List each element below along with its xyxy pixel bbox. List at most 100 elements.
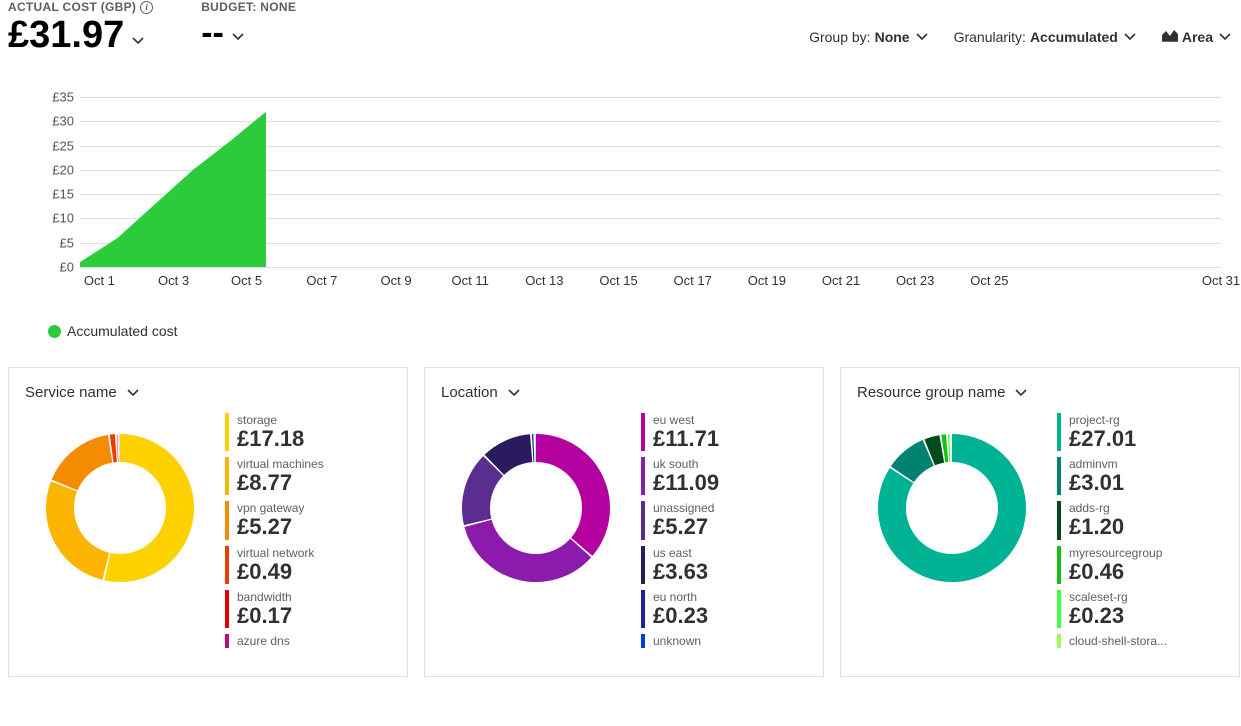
breakdown-card: Service namestorage£17.18virtual machine… <box>8 367 408 677</box>
x-axis-tick: Oct 21 <box>822 273 860 288</box>
legend-label: Accumulated cost <box>67 323 178 339</box>
item-label: eu north <box>653 590 708 604</box>
group-by-label: Group by: <box>809 29 870 45</box>
x-axis-tick: Oct 13 <box>525 273 563 288</box>
color-swatch <box>641 634 645 648</box>
breakdown-item[interactable]: eu north£0.23 <box>641 590 807 634</box>
y-axis-tick: £0 <box>60 260 80 275</box>
card-title-dropdown[interactable]: Service name <box>25 384 391 401</box>
color-swatch <box>225 634 229 648</box>
item-label: myresourcegroup <box>1069 546 1162 560</box>
breakdown-item[interactable]: azure dns <box>225 634 391 654</box>
y-axis-tick: £20 <box>52 162 80 177</box>
chart-type-dropdown[interactable]: Area <box>1162 28 1233 45</box>
granularity-label: Granularity: <box>954 29 1026 45</box>
x-axis-tick: Oct 9 <box>381 273 412 288</box>
item-value: £3.01 <box>1069 471 1124 495</box>
card-title: Service name <box>25 384 117 401</box>
item-label: virtual machines <box>237 457 324 471</box>
area-chart-icon <box>1162 28 1178 45</box>
chevron-down-icon <box>914 29 930 45</box>
item-label: eu west <box>653 413 719 427</box>
breakdown-item[interactable]: adds-rg£1.20 <box>1057 501 1223 545</box>
granularity-value: Accumulated <box>1030 29 1118 45</box>
breakdown-item[interactable]: myresourcegroup£0.46 <box>1057 546 1223 590</box>
breakdown-item[interactable]: vpn gateway£5.27 <box>225 501 391 545</box>
x-axis-tick: Oct 19 <box>748 273 786 288</box>
item-value: £0.17 <box>237 604 292 628</box>
chevron-down-icon <box>125 385 141 401</box>
breakdown-item[interactable]: eu west£11.71 <box>641 413 807 457</box>
color-swatch <box>1057 457 1061 495</box>
x-axis-tick: Oct 7 <box>306 273 337 288</box>
item-label: unknown <box>653 634 701 648</box>
y-axis-tick: £25 <box>52 138 80 153</box>
actual-cost-value: £31.97 <box>8 14 124 57</box>
item-value: £27.01 <box>1069 427 1136 451</box>
item-value: £17.18 <box>237 427 304 451</box>
breakdown-item[interactable]: adminvm£3.01 <box>1057 457 1223 501</box>
breakdown-item[interactable]: project-rg£27.01 <box>1057 413 1223 457</box>
actual-cost-chevron-icon[interactable] <box>130 33 146 49</box>
color-swatch <box>1057 634 1061 648</box>
breakdown-item[interactable]: unknown <box>641 634 807 654</box>
x-axis-tick: Oct 3 <box>158 273 189 288</box>
item-label: vpn gateway <box>237 501 304 515</box>
granularity-dropdown[interactable]: Granularity: Accumulated <box>954 29 1138 45</box>
breakdown-item[interactable]: unassigned£5.27 <box>641 501 807 545</box>
color-swatch <box>225 590 229 628</box>
y-axis-tick: £30 <box>52 114 80 129</box>
donut-chart <box>25 413 215 654</box>
item-label: adminvm <box>1069 457 1124 471</box>
y-axis-tick: £10 <box>52 211 80 226</box>
color-swatch <box>641 457 645 495</box>
color-swatch <box>225 457 229 495</box>
item-value: £8.77 <box>237 471 324 495</box>
info-icon[interactable]: i <box>140 1 153 14</box>
breakdown-item[interactable]: cloud-shell-stora... <box>1057 634 1223 654</box>
chart-type-value: Area <box>1182 29 1213 45</box>
x-axis-tick: Oct 17 <box>674 273 712 288</box>
item-label: unassigned <box>653 501 714 515</box>
color-swatch <box>1057 590 1061 628</box>
x-axis-tick: Oct 23 <box>896 273 934 288</box>
item-value: £1.20 <box>1069 515 1124 539</box>
item-label: us east <box>653 546 708 560</box>
breakdown-item[interactable]: storage£17.18 <box>225 413 391 457</box>
item-value: £11.09 <box>653 471 719 495</box>
donut-chart <box>441 413 631 654</box>
color-swatch <box>641 413 645 451</box>
breakdown-item[interactable]: scaleset-rg£0.23 <box>1057 590 1223 634</box>
breakdown-item[interactable]: uk south£11.09 <box>641 457 807 501</box>
cost-area-chart: £0£5£10£15£20£25£30£35 Oct 1Oct 3Oct 5Oc… <box>8 97 1233 339</box>
breakdown-item[interactable]: us east£3.63 <box>641 546 807 590</box>
color-swatch <box>641 590 645 628</box>
chevron-down-icon <box>1122 29 1138 45</box>
card-title: Location <box>441 384 498 401</box>
budget-label: BUDGET: NONE <box>201 0 296 14</box>
actual-cost-metric: ACTUAL COST (GBP) i £31.97 <box>8 0 153 57</box>
item-value: £0.23 <box>653 604 708 628</box>
breakdown-item[interactable]: bandwidth£0.17 <box>225 590 391 634</box>
budget-chevron-icon[interactable] <box>230 29 246 45</box>
color-swatch <box>225 501 229 539</box>
breakdown-item[interactable]: virtual network£0.49 <box>225 546 391 590</box>
card-title-dropdown[interactable]: Resource group name <box>857 384 1223 401</box>
y-axis-tick: £15 <box>52 187 80 202</box>
x-axis-tick: Oct 1 <box>84 273 115 288</box>
card-title: Resource group name <box>857 384 1005 401</box>
x-axis-tick: Oct 11 <box>452 273 489 288</box>
breakdown-card: Resource group name project-rg£27.01admin… <box>840 367 1240 677</box>
item-label: storage <box>237 413 304 427</box>
breakdown-item[interactable]: virtual machines£8.77 <box>225 457 391 501</box>
group-by-dropdown[interactable]: Group by: None <box>809 29 929 45</box>
item-value: £5.27 <box>237 515 304 539</box>
item-label: azure dns <box>237 634 290 648</box>
item-label: scaleset-rg <box>1069 590 1128 604</box>
budget-value: -- <box>201 14 224 53</box>
item-value: £11.71 <box>653 427 719 451</box>
item-value: £3.63 <box>653 560 708 584</box>
item-label: uk south <box>653 457 719 471</box>
item-label: bandwidth <box>237 590 292 604</box>
card-title-dropdown[interactable]: Location <box>441 384 807 401</box>
